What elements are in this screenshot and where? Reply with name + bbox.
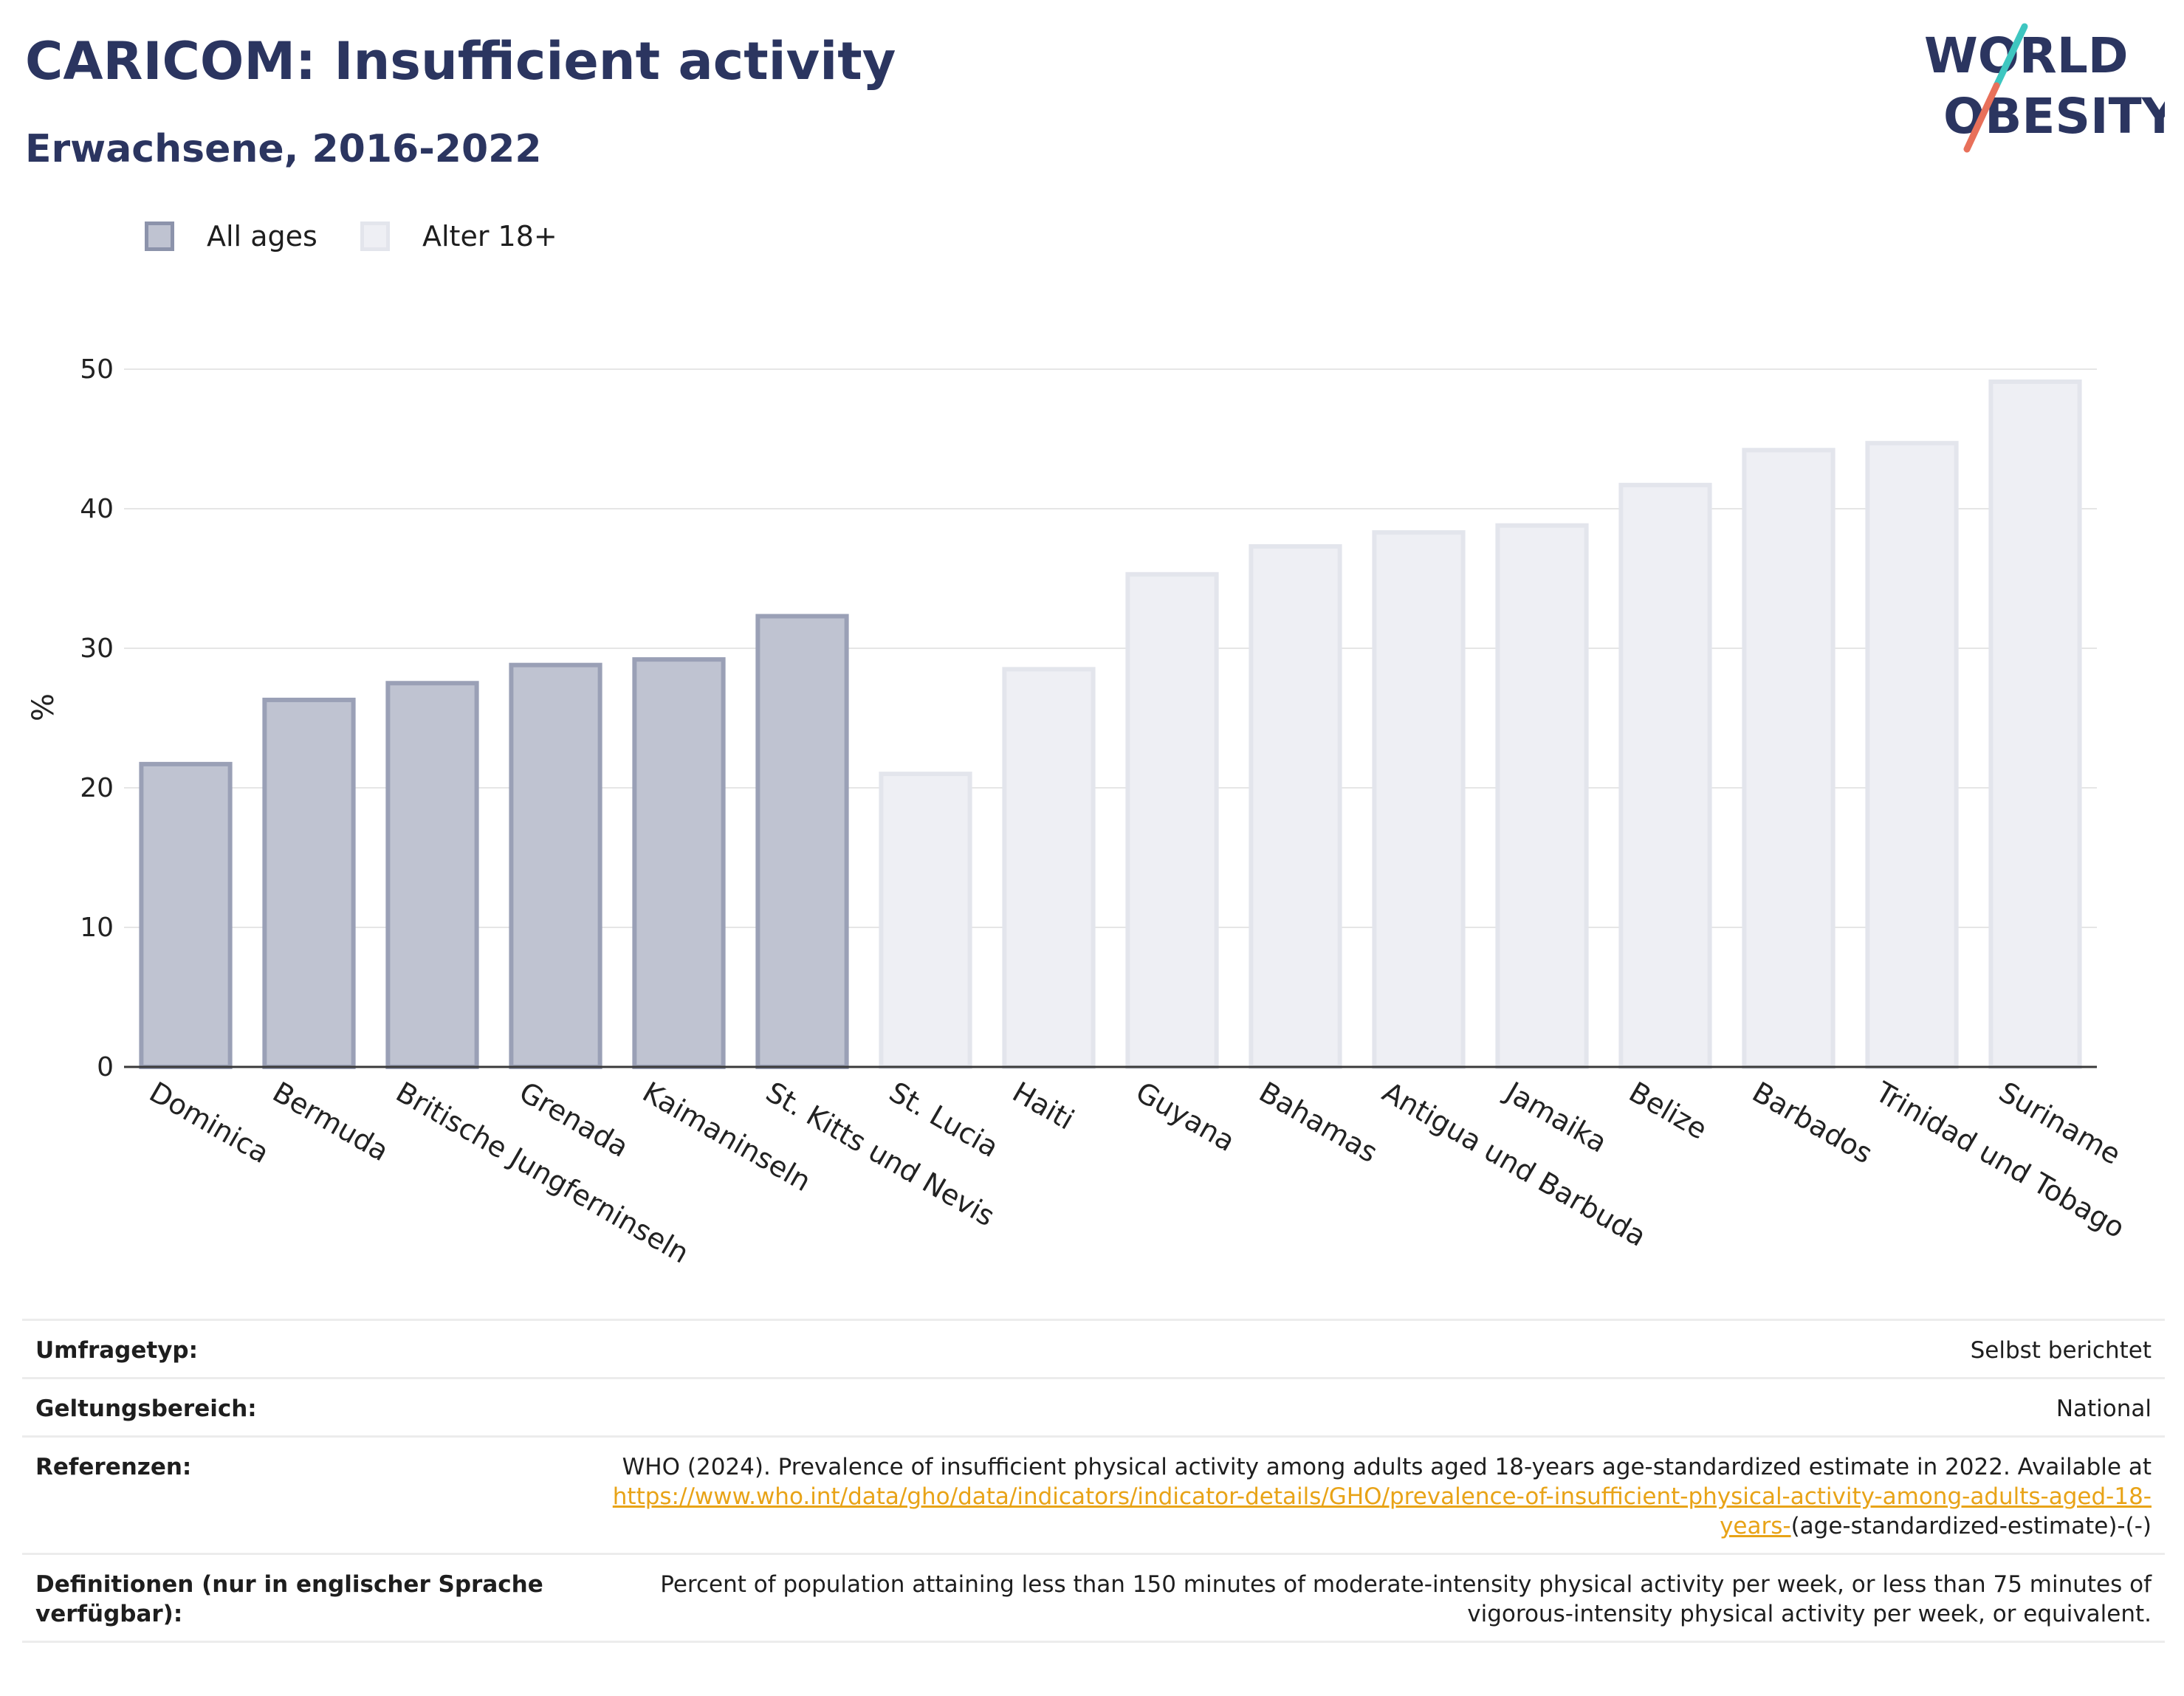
survey-type-value: Selbst berichtet [1970, 1337, 2152, 1364]
y-tick-label: 10 [80, 913, 114, 943]
bar[interactable] [385, 681, 479, 1069]
definitions-label: Definitionen (nur in englischer Sprache … [35, 1571, 543, 1627]
bar[interactable] [1002, 667, 1096, 1069]
references-label: Referenzen: [35, 1454, 192, 1480]
bar[interactable] [1495, 523, 1589, 1069]
legend-label-adults: Alter 18+ [422, 220, 557, 253]
bar[interactable] [139, 761, 233, 1069]
bar[interactable] [1372, 530, 1466, 1069]
y-tick-label: 40 [80, 494, 114, 524]
legend-label-all-ages: All ages [207, 220, 317, 253]
definitions-value: Percent of population attaining less tha… [660, 1571, 2152, 1627]
chart-subtitle: Erwachsene, 2016-2022 [25, 127, 542, 171]
reference-link[interactable]: https://www.who.int/data/gho/data/indica… [612, 1483, 2152, 1539]
x-tick-label: Guyana [1130, 1076, 1240, 1158]
bar[interactable] [879, 772, 972, 1069]
legend-swatch-all-ages [145, 222, 174, 251]
meta-row-survey-type: Umfragetyp: Selbst berichtet [22, 1319, 2165, 1377]
svg-text:WORLD: WORLD [1924, 27, 2129, 84]
metadata-table: Umfragetyp: Selbst berichtet Geltungsber… [22, 1319, 2165, 1643]
bar[interactable] [1249, 544, 1342, 1069]
y-tick-label: 20 [80, 773, 114, 803]
bar[interactable] [1988, 380, 2082, 1069]
x-tick-label: Bermuda [267, 1076, 394, 1168]
bar[interactable] [1865, 441, 1959, 1069]
scope-label: Geltungsbereich: [35, 1395, 257, 1422]
y-tick-label: 50 [80, 354, 114, 385]
y-tick-label: 0 [97, 1052, 114, 1082]
x-tick-label: Haiti [1007, 1076, 1079, 1136]
bar[interactable] [262, 697, 356, 1069]
x-tick-label: Dominica [144, 1076, 275, 1170]
bar[interactable] [632, 657, 726, 1069]
legend-swatch-adults [360, 222, 390, 251]
references-value: WHO (2024). Prevalence of insufficient p… [567, 1452, 2152, 1541]
bar[interactable] [1742, 447, 1836, 1069]
meta-row-references: Referenzen: WHO (2024). Prevalence of in… [22, 1435, 2165, 1553]
chart-title: CARICOM: Insufficient activity [25, 31, 896, 92]
meta-row-definitions: Definitionen (nur in englischer Sprache … [22, 1553, 2165, 1643]
y-tick-label: 30 [80, 634, 114, 664]
world-obesity-logo: WORLD OBESITY [1924, 23, 2165, 153]
x-tick-label: Bahamas [1254, 1076, 1383, 1170]
y-axis-title: % [27, 693, 61, 721]
x-tick-label: Barbados [1747, 1076, 1878, 1170]
bar[interactable] [1125, 571, 1219, 1069]
x-tick-label: St. Kitts und Nevis [760, 1076, 1000, 1233]
bar[interactable] [755, 614, 849, 1069]
reference-text: WHO (2024). Prevalence of insufficient p… [622, 1454, 2152, 1480]
bar[interactable] [1618, 482, 1712, 1069]
meta-row-scope: Geltungsbereich: National [22, 1377, 2165, 1435]
survey-type-label: Umfragetyp: [35, 1337, 198, 1364]
scope-value: National [2056, 1395, 2152, 1422]
legend-item-all-ages[interactable]: All ages [145, 220, 317, 253]
bar[interactable] [509, 662, 602, 1069]
x-tick-label: Belize [1624, 1076, 1713, 1146]
legend-item-adults[interactable]: Alter 18+ [360, 220, 557, 253]
